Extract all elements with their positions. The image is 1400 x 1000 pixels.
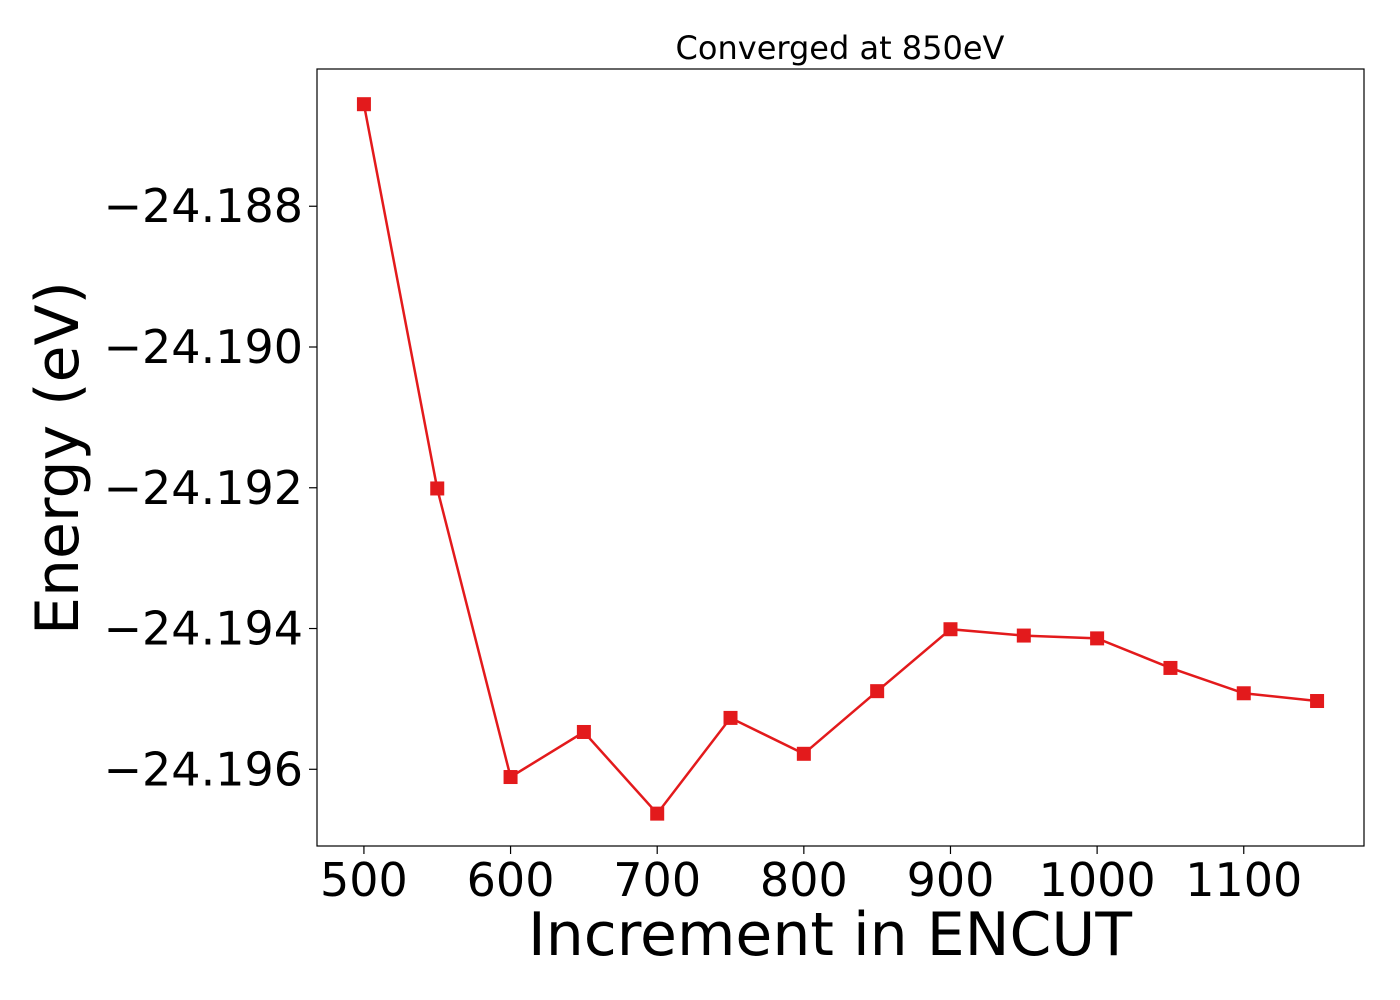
x-tick-label: 500 <box>320 853 408 907</box>
data-point <box>576 724 591 739</box>
plot-area <box>356 97 1325 821</box>
data-point <box>650 806 665 821</box>
x-tick-label: 900 <box>907 853 995 907</box>
data-point <box>1090 631 1105 646</box>
y-axis-label: Energy (eV) <box>23 281 93 635</box>
data-point <box>943 622 958 637</box>
data-point <box>1163 660 1178 675</box>
x-tick-label: 1000 <box>1039 853 1156 907</box>
data-point <box>503 770 518 785</box>
series-line <box>362 103 1318 816</box>
data-point <box>723 710 738 725</box>
y-axis: −24.188 −24.190 −24.192 −24.194 −24.196 <box>104 179 317 796</box>
y-tick-label: −24.194 <box>104 602 304 656</box>
x-axis: 500 600 700 800 900 1000 1100 <box>320 846 1302 907</box>
data-point <box>1016 628 1031 643</box>
data-point <box>430 481 445 496</box>
plot-frame <box>316 68 1365 847</box>
y-tick-label: −24.192 <box>104 461 304 515</box>
x-axis-label: Increment in ENCUT <box>528 900 1132 970</box>
data-point <box>870 684 885 699</box>
x-tick-label: 800 <box>760 853 848 907</box>
x-tick-label: 1100 <box>1185 853 1302 907</box>
y-tick-label: −24.190 <box>104 320 304 374</box>
data-point <box>1236 686 1251 701</box>
chart-title: Converged at 850eV <box>676 29 1005 67</box>
x-tick-label: 700 <box>613 853 701 907</box>
x-tick-label: 600 <box>467 853 555 907</box>
y-tick-label: −24.188 <box>104 179 304 233</box>
y-tick-label: −24.196 <box>104 742 304 796</box>
data-point <box>796 746 811 761</box>
data-point <box>356 97 371 112</box>
data-point <box>1310 694 1325 709</box>
